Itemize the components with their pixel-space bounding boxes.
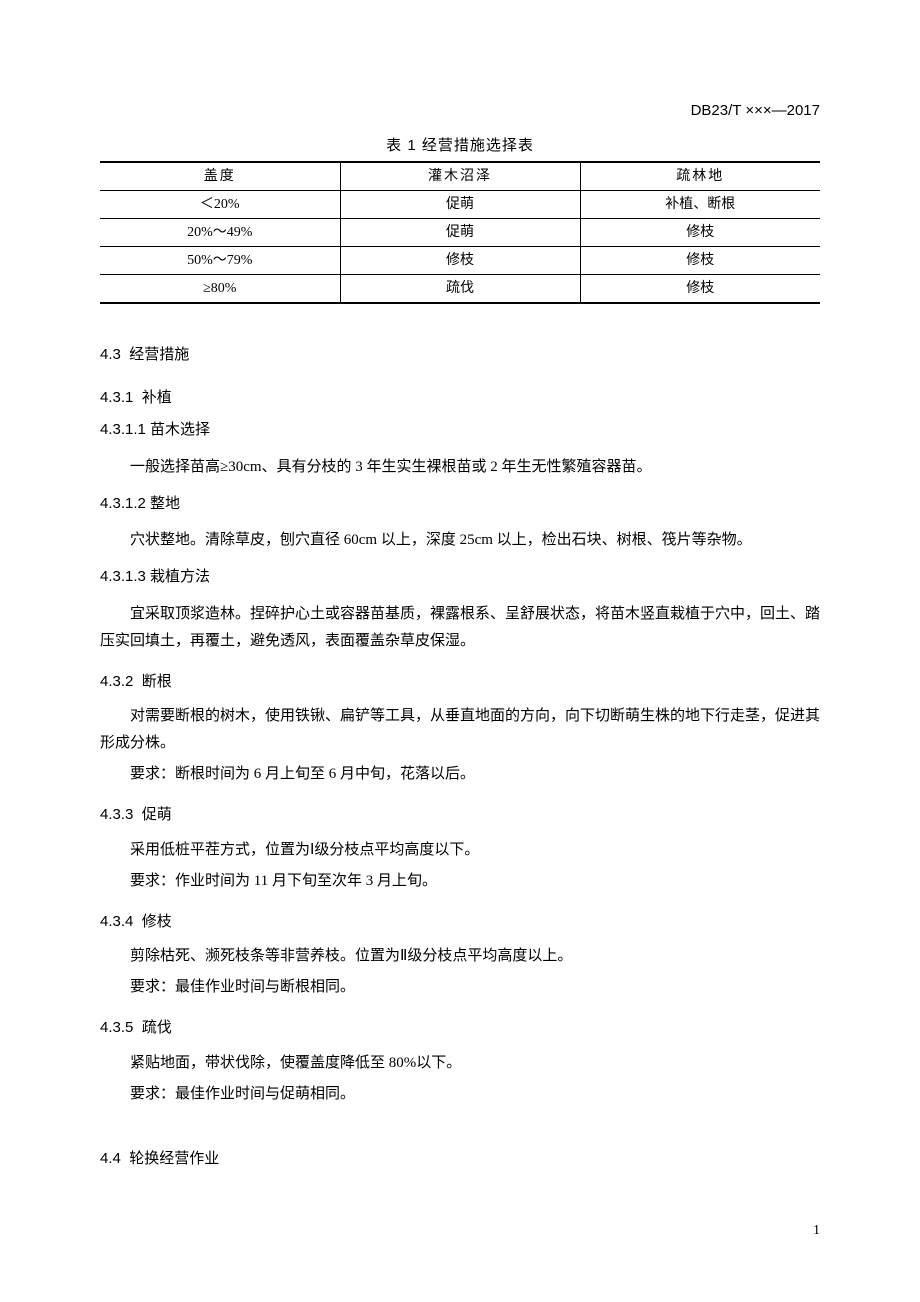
table-cell: ＜20% <box>100 191 340 219</box>
table-cell: 50%～79% <box>100 247 340 275</box>
heading-number: 4.3.1.2 <box>100 495 146 512</box>
heading-title: 经营措施 <box>129 346 189 363</box>
table-header-row: 盖度 灌木沼泽 疏林地 <box>100 162 820 191</box>
heading-title: 修枝 <box>142 913 172 930</box>
heading-number: 4.3.1.1 <box>100 421 146 438</box>
table-header-cell: 盖度 <box>100 162 340 191</box>
heading-4-3-4: 4.3.4 修枝 <box>100 911 820 934</box>
heading-number: 4.3.2 <box>100 673 133 690</box>
table-cell: 修枝 <box>580 219 820 247</box>
paragraph: 紧贴地面，带状伐除，使覆盖度降低至 80%以下。 <box>100 1050 820 1077</box>
heading-title: 补植 <box>142 389 172 406</box>
heading-4-3-1: 4.3.1 补植 <box>100 387 820 410</box>
paragraph: 对需要断根的树木，使用铁锹、扁铲等工具，从垂直地面的方向，向下切断萌生株的地下行… <box>100 703 820 757</box>
heading-title: 苗木选择 <box>150 421 210 438</box>
heading-number: 4.3.5 <box>100 1019 133 1036</box>
heading-number: 4.3.1.3 <box>100 568 146 585</box>
heading-title: 促萌 <box>142 806 172 823</box>
heading-4-3-1-2: 4.3.1.2 整地 <box>100 493 820 516</box>
table-header-cell: 灌木沼泽 <box>340 162 580 191</box>
heading-number: 4.3 <box>100 346 121 363</box>
paragraph: 采用低桩平茬方式，位置为Ⅰ级分枝点平均高度以下。 <box>100 837 820 864</box>
table-cell: 补植、断根 <box>580 191 820 219</box>
heading-4-3: 4.3 经营措施 <box>100 344 820 367</box>
heading-number: 4.3.3 <box>100 806 133 823</box>
paragraph: 要求：作业时间为 11 月下旬至次年 3 月上旬。 <box>100 868 820 895</box>
heading-number: 4.3.1 <box>100 389 133 406</box>
table-cell: 促萌 <box>340 191 580 219</box>
paragraph: 要求：断根时间为 6 月上旬至 6 月中旬，花落以后。 <box>100 761 820 788</box>
heading-4-3-1-1: 4.3.1.1 苗木选择 <box>100 419 820 442</box>
paragraph: 剪除枯死、濒死枝条等非营养枝。位置为Ⅱ级分枝点平均高度以上。 <box>100 943 820 970</box>
table-row: ＜20% 促萌 补植、断根 <box>100 191 820 219</box>
document-code: DB23/T ×××—2017 <box>100 100 820 123</box>
table-cell: 20%～49% <box>100 219 340 247</box>
table-row: ≥80% 疏伐 修枝 <box>100 275 820 304</box>
table-cell: 修枝 <box>580 247 820 275</box>
table-cell: 修枝 <box>580 275 820 304</box>
paragraph: 一般选择苗高≥30cm、具有分枝的 3 年生实生裸根苗或 2 年生无性繁殖容器苗… <box>100 454 820 481</box>
heading-4-3-1-3: 4.3.1.3 栽植方法 <box>100 566 820 589</box>
table-cell: 促萌 <box>340 219 580 247</box>
heading-number: 4.3.4 <box>100 913 133 930</box>
table-cell: 疏伐 <box>340 275 580 304</box>
heading-4-3-5: 4.3.5 疏伐 <box>100 1017 820 1040</box>
heading-4-3-2: 4.3.2 断根 <box>100 671 820 694</box>
heading-title: 疏伐 <box>142 1019 172 1036</box>
table-row: 50%～79% 修枝 修枝 <box>100 247 820 275</box>
table-cell: 修枝 <box>340 247 580 275</box>
heading-4-4: 4.4 轮换经营作业 <box>100 1148 820 1171</box>
heading-title: 整地 <box>150 495 180 512</box>
paragraph: 要求：最佳作业时间与断根相同。 <box>100 974 820 1001</box>
heading-title: 栽植方法 <box>150 568 210 585</box>
table-header-cell: 疏林地 <box>580 162 820 191</box>
page-number: 1 <box>100 1220 820 1241</box>
heading-number: 4.4 <box>100 1150 121 1167</box>
table-cell: ≥80% <box>100 275 340 304</box>
heading-title: 断根 <box>142 673 172 690</box>
table-row: 20%～49% 促萌 修枝 <box>100 219 820 247</box>
paragraph: 宜采取顶浆造林。捏碎护心土或容器苗基质，裸露根系、呈舒展状态，将苗木竖直栽植于穴… <box>100 601 820 655</box>
paragraph: 要求：最佳作业时间与促萌相同。 <box>100 1081 820 1108</box>
heading-4-3-3: 4.3.3 促萌 <box>100 804 820 827</box>
table-caption: 表 1 经营措施选择表 <box>100 135 820 158</box>
heading-title: 轮换经营作业 <box>129 1150 219 1167</box>
paragraph: 穴状整地。清除草皮，刨穴直径 60cm 以上，深度 25cm 以上，检出石块、树… <box>100 527 820 554</box>
measures-table: 盖度 灌木沼泽 疏林地 ＜20% 促萌 补植、断根 20%～49% 促萌 修枝 … <box>100 161 820 304</box>
